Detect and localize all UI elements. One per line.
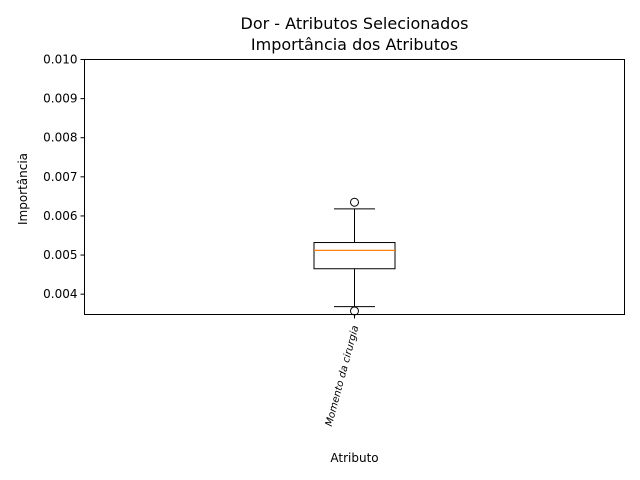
y-tick-label: 0.004 (43, 287, 77, 301)
y-tick-label: 0.008 (43, 131, 77, 145)
y-tick-label: 0.007 (43, 170, 77, 184)
chart-subtitle: Importância dos Atributos (251, 35, 458, 54)
plot-area-frame (84, 59, 625, 315)
y-axis-label: Importância (16, 153, 30, 225)
chart-title: Dor - Atributos Selecionados (241, 14, 469, 33)
y-tick-label: 0.005 (43, 248, 77, 262)
x-axis-ticks: Momento da cirurgia (324, 314, 362, 428)
box-item (313, 197, 396, 316)
outlier-point (350, 197, 359, 207)
y-tick-label: 0.006 (43, 209, 77, 223)
y-axis-ticks: 0.004 0.005 0.006 0.007 0.008 0.009 0.010 (43, 53, 85, 301)
outlier-point (350, 306, 359, 316)
y-tick-label: 0.010 (43, 53, 77, 67)
x-tick-label: Momento da cirurgia (324, 324, 362, 427)
box-iqr (313, 242, 396, 270)
box-group (313, 197, 396, 316)
y-tick-label: 0.009 (43, 92, 77, 106)
x-axis-label: Atributo (330, 451, 378, 465)
